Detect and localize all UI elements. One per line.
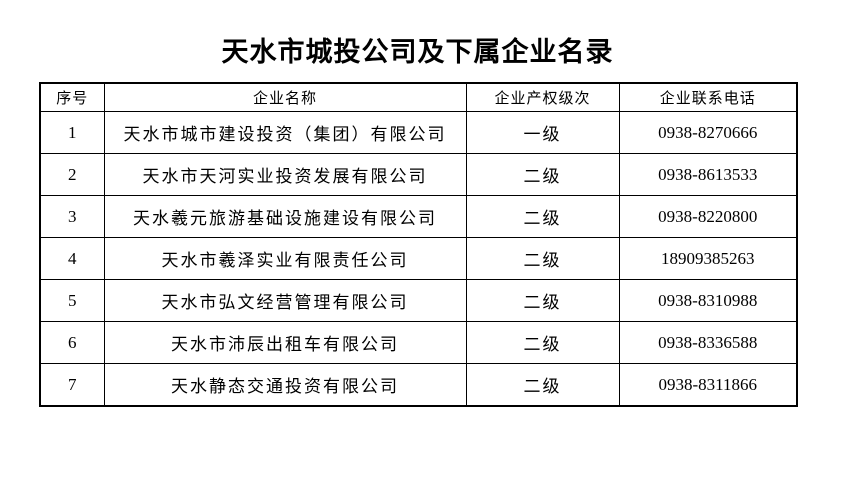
cell-row-number: 2 [39,153,105,196]
table-row: 6 天水市沛辰出租车有限公司 二级 0938-8336588 [39,321,798,364]
cell-ownership-level: 二级 [465,279,620,322]
cell-company-name: 天水市弘文经营管理有限公司 [103,279,467,322]
cell-ownership-level: 一级 [465,111,620,154]
cell-row-number: 4 [39,237,105,280]
column-header-company-name: 企业名称 [103,82,467,112]
table-row: 4 天水市羲泽实业有限责任公司 二级 18909385263 [39,237,798,280]
cell-phone: 0938-8270666 [618,111,798,154]
cell-row-number: 7 [39,363,105,407]
header-row: 序号 企业名称 企业产权级次 企业联系电话 [39,82,798,112]
table-row: 2 天水市天河实业投资发展有限公司 二级 0938-8613533 [39,153,798,196]
cell-row-number: 5 [39,279,105,322]
cell-phone: 18909385263 [618,237,798,280]
table-row: 1 天水市城市建设投资（集团）有限公司 一级 0938-8270666 [39,111,798,154]
cell-company-name: 天水市天河实业投资发展有限公司 [103,153,467,196]
cell-row-number: 1 [39,111,105,154]
page-title: 天水市城投公司及下属企业名录 [221,37,614,67]
cell-ownership-level: 二级 [465,195,620,238]
cell-phone: 0938-8311866 [618,363,798,407]
cell-company-name: 天水市城市建设投资（集团）有限公司 [103,111,467,154]
column-header-phone: 企业联系电话 [618,82,798,112]
cell-phone: 0938-8336588 [618,321,798,364]
column-header-ownership-level: 企业产权级次 [465,82,620,112]
table-row: 3 天水羲元旅游基础设施建设有限公司 二级 0938-8220800 [39,195,798,238]
cell-row-number: 6 [39,321,105,364]
cell-ownership-level: 二级 [465,321,620,364]
cell-company-name: 天水市沛辰出租车有限公司 [103,321,467,364]
company-directory-table: 序号 企业名称 企业产权级次 企业联系电话 1 天水市城市建设投资（集团）有限公… [39,82,798,407]
cell-ownership-level: 二级 [465,153,620,196]
cell-company-name: 天水市羲泽实业有限责任公司 [103,237,467,280]
cell-phone: 0938-8310988 [618,279,798,322]
cell-ownership-level: 二级 [465,237,620,280]
cell-company-name: 天水羲元旅游基础设施建设有限公司 [103,195,467,238]
column-header-index: 序号 [39,82,105,112]
cell-row-number: 3 [39,195,105,238]
cell-company-name: 天水静态交通投资有限公司 [103,363,467,407]
table-row: 5 天水市弘文经营管理有限公司 二级 0938-8310988 [39,279,798,322]
cell-ownership-level: 二级 [465,363,620,407]
cell-phone: 0938-8613533 [618,153,798,196]
cell-phone: 0938-8220800 [618,195,798,238]
table-row: 7 天水静态交通投资有限公司 二级 0938-8311866 [39,363,798,407]
